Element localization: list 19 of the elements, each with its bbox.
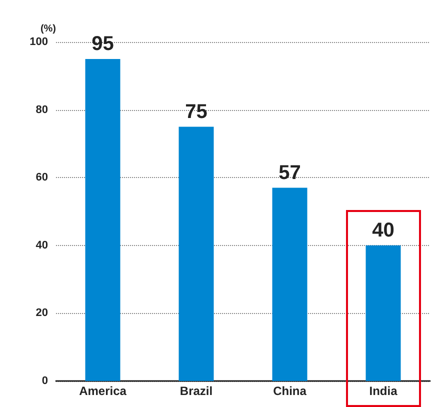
- data-label: 40: [372, 219, 394, 242]
- bar: [178, 126, 214, 381]
- y-axis-title: (%): [40, 24, 56, 34]
- y-tick-label: 20: [36, 307, 48, 320]
- y-tick-label: 60: [36, 172, 48, 184]
- data-label: 95: [92, 32, 114, 55]
- data-label: 57: [278, 162, 301, 184]
- bar: [272, 188, 308, 381]
- y-tick-label: 0: [42, 375, 48, 387]
- y-tick-label: 80: [36, 104, 48, 116]
- x-tick-label: India: [369, 384, 398, 398]
- x-tick-label: China: [273, 384, 307, 398]
- bar: [366, 245, 401, 381]
- x-tick-label: Brazil: [180, 384, 213, 398]
- y-tick-label: 40: [36, 239, 48, 252]
- y-tick-label: 100: [30, 36, 48, 48]
- data-label: 75: [185, 100, 208, 123]
- bar: [85, 58, 120, 381]
- x-tick-label: America: [79, 384, 127, 398]
